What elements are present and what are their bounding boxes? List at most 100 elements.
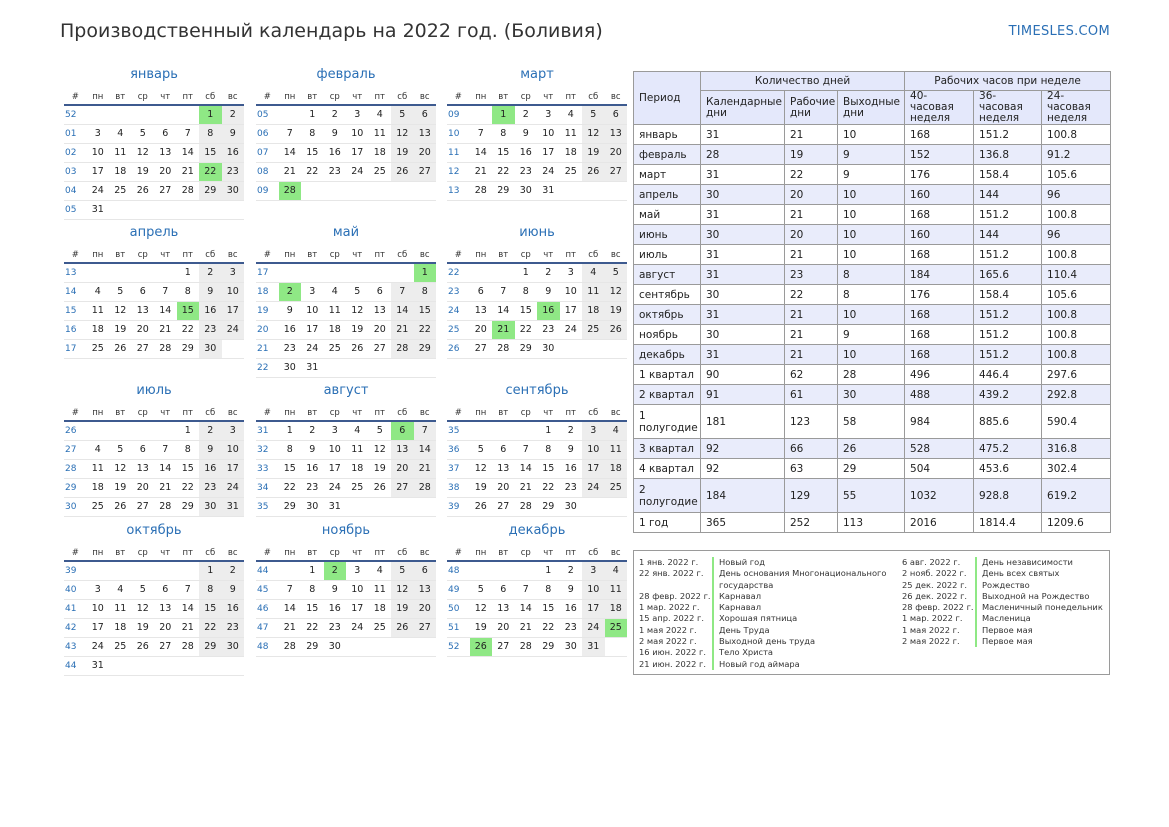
weekday-header: вс [413, 405, 436, 422]
day-cell: 16 [559, 599, 582, 619]
day-cell [131, 105, 154, 125]
day-cell: 7 [176, 580, 199, 600]
stats-value-cell: 96 [1041, 184, 1112, 205]
week-number: 44 [64, 656, 87, 676]
stats-value-cell: 168 [904, 304, 975, 325]
day-cell: 29 [199, 637, 222, 657]
day-cell: 13 [154, 143, 177, 163]
day-cell: 25 [86, 339, 109, 359]
day-cell: 21 [176, 618, 199, 638]
week-number: 26 [447, 339, 470, 359]
month-table: # пн вт ср чт пт сб вс 39 1 2 40 3 4 5 6 7 8 9 41 10 11 12 13 14… [64, 545, 244, 676]
week-number: 49 [447, 580, 470, 600]
weekday-header: вс [221, 545, 244, 562]
week-row: 12 21 22 23 24 25 26 27 [447, 162, 627, 182]
stats-value-cell: 61 [784, 384, 838, 405]
stats-row: ноябрь 30 21 9 168 151.2 100.8 [633, 324, 1112, 345]
weekday-header: пт [559, 545, 582, 562]
stats-value-cell: 365 [700, 512, 785, 533]
day-cell: 25 [604, 478, 627, 498]
day-cell: 17 [86, 618, 109, 638]
stats-value-cell: 176 [904, 284, 975, 305]
day-cell [278, 263, 301, 283]
stats-value-cell: 928.8 [973, 478, 1043, 513]
month-table: # пн вт ср чт пт сб вс 13 1 2 3 14 4 5 6 7 8 9 10 15 11 12 13 14… [64, 247, 244, 359]
day-cell: 24 [582, 478, 605, 498]
day-cell [109, 200, 132, 220]
stats-value-cell: 21 [784, 324, 838, 345]
stats-value-cell: 984 [904, 404, 975, 439]
day-cell [199, 200, 222, 220]
weekday-header: чт [537, 405, 560, 422]
day-cell: 15 [413, 301, 436, 321]
weekday-header: вс [604, 545, 627, 562]
week-row: 48 28 29 30 [256, 637, 436, 657]
stats-value-cell: 96 [1041, 224, 1112, 245]
week-row: 26 27 28 29 30 [447, 339, 627, 359]
stats-row: 4 квартал 92 63 29 504 453.6 302.4 [633, 458, 1112, 479]
day-cell [559, 181, 582, 201]
day-cell: 2 [537, 263, 560, 283]
month-calendar: июнь # пн вт ср чт пт сб вс 22 1 2 3 4 5 23 6 7 8 9 10 11 12 24… [447, 224, 627, 359]
week-row: 23 6 7 8 9 10 11 12 [447, 282, 627, 302]
day-cell: 1 [413, 263, 436, 283]
day-cell: 29 [537, 637, 560, 657]
holiday-name: Новый год [712, 557, 765, 569]
holiday-row: 26 дек. 2022 г. Выходной на Рождество [902, 590, 1107, 603]
week-number: 24 [447, 301, 470, 321]
day-cell [323, 181, 346, 201]
holiday-date: 15 апр. 2022 г. [639, 613, 704, 624]
week-number: 08 [256, 162, 279, 182]
weekday-header: сб [391, 545, 414, 562]
brand-link[interactable]: TIMESLES.COM [1008, 24, 1110, 39]
day-cell: 19 [391, 143, 414, 163]
day-cell: 11 [346, 440, 369, 460]
day-cell [391, 263, 414, 283]
weekday-header: вт [109, 405, 132, 422]
stats-period-cell: март [633, 164, 701, 185]
day-cell [221, 656, 244, 676]
day-cell: 3 [221, 263, 244, 283]
stats-value-cell: 31 [700, 204, 785, 225]
stats-value-cell: 20 [784, 184, 838, 205]
week-number-header: # [64, 545, 87, 562]
day-cell: 30 [221, 637, 244, 657]
stats-period-cell: 4 квартал [633, 458, 701, 479]
day-cell: 21 [154, 478, 177, 498]
day-cell: 21 [514, 618, 537, 638]
month-table: # пн вт ср чт пт сб вс 48 1 2 3 4 49 5 6 7 8 9 10 11 50 12 13 14… [447, 545, 627, 657]
day-cell [131, 561, 154, 581]
stats-value-cell: 23 [784, 264, 838, 285]
day-cell: 7 [469, 124, 492, 144]
day-cell: 11 [86, 301, 109, 321]
weekday-header: сб [582, 405, 605, 422]
day-cell: 6 [413, 561, 436, 581]
day-cell [109, 561, 132, 581]
day-cell [582, 181, 605, 201]
month-table: # пн вт ср чт пт сб вс 22 1 2 3 4 5 23 6 7 8 9 10 11 12 24 13 14… [447, 247, 627, 359]
day-cell [86, 263, 109, 283]
day-cell: 1 [301, 561, 324, 581]
day-cell: 13 [469, 301, 492, 321]
stats-value-cell: 91.2 [1041, 144, 1112, 165]
day-cell [86, 105, 109, 125]
day-cell: 28 [278, 181, 301, 201]
stats-value-cell: 28 [700, 144, 785, 165]
week-number: 32 [256, 440, 279, 460]
month-name: май [332, 225, 360, 240]
week-row: 17 1 [256, 263, 436, 283]
day-cell: 22 [492, 162, 515, 182]
day-cell: 31 [86, 656, 109, 676]
day-cell [86, 421, 109, 441]
stats-value-cell: 165.6 [973, 264, 1043, 285]
stats-value-cell: 21 [784, 204, 838, 225]
week-number: 09 [256, 181, 279, 201]
week-number: 52 [447, 637, 470, 657]
day-cell: 7 [514, 440, 537, 460]
day-cell [469, 561, 492, 581]
month-table: # пн вт ср чт пт сб вс 05 1 2 3 4 5 6 06 7 8 9 10 11 12 13 07 14… [256, 89, 436, 201]
stats-col-work-days: Рабочие дни [784, 90, 838, 125]
day-cell: 17 [559, 301, 582, 321]
weekday-header: сб [199, 545, 222, 562]
day-cell: 23 [199, 320, 222, 340]
